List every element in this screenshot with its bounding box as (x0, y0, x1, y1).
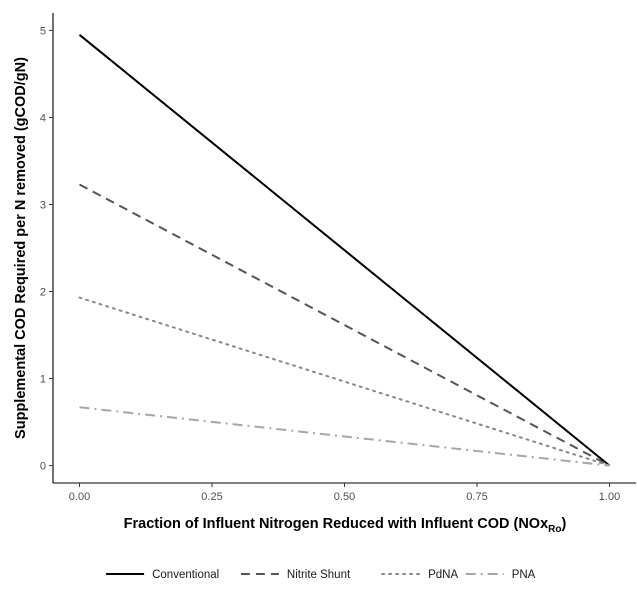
series-line-pna (79, 406, 610, 467)
legend-item-pna: PNA (465, 569, 536, 581)
y-tick-label: 1 (40, 374, 46, 386)
series-line-pdna (78, 296, 611, 467)
series-lines (78, 34, 611, 467)
legend-item-nitrite-shunt: Nitrite Shunt (240, 569, 351, 581)
x-tick-label: 0.75 (466, 491, 487, 503)
legend: Conventional Nitrite Shunt PdNA PNA (106, 569, 536, 581)
legend-item-conventional: Conventional (106, 569, 219, 581)
y-tick-label: 0 (40, 461, 46, 473)
legend-item-pdna: PdNA (381, 569, 458, 581)
x-axis-title: Fraction of Influent Nitrogen Reduced wi… (124, 516, 567, 535)
legend-label-nitrite-shunt: Nitrite Shunt (287, 569, 351, 581)
x-tick-label: 1.00 (599, 491, 620, 503)
axes: 0 1 2 3 4 5 0.00 0.25 0.50 0.75 1.00 (40, 13, 636, 503)
legend-label-pna: PNA (512, 569, 536, 581)
y-tick-label: 4 (40, 112, 46, 124)
legend-label-pdna: PdNA (428, 569, 458, 581)
legend-label-conventional: Conventional (152, 569, 219, 581)
x-tick-label: 0.00 (69, 491, 90, 503)
y-tick-label: 3 (40, 199, 46, 211)
y-tick-label: 2 (40, 287, 46, 299)
x-tick-label: 0.50 (334, 491, 355, 503)
y-axis-title: Supplemental COD Required per N removed … (13, 57, 29, 439)
series-line-nitrite-shunt (79, 183, 610, 467)
series-line-conventional (78, 34, 611, 467)
y-tick-label: 5 (40, 25, 46, 37)
x-tick-label: 0.25 (201, 491, 222, 503)
